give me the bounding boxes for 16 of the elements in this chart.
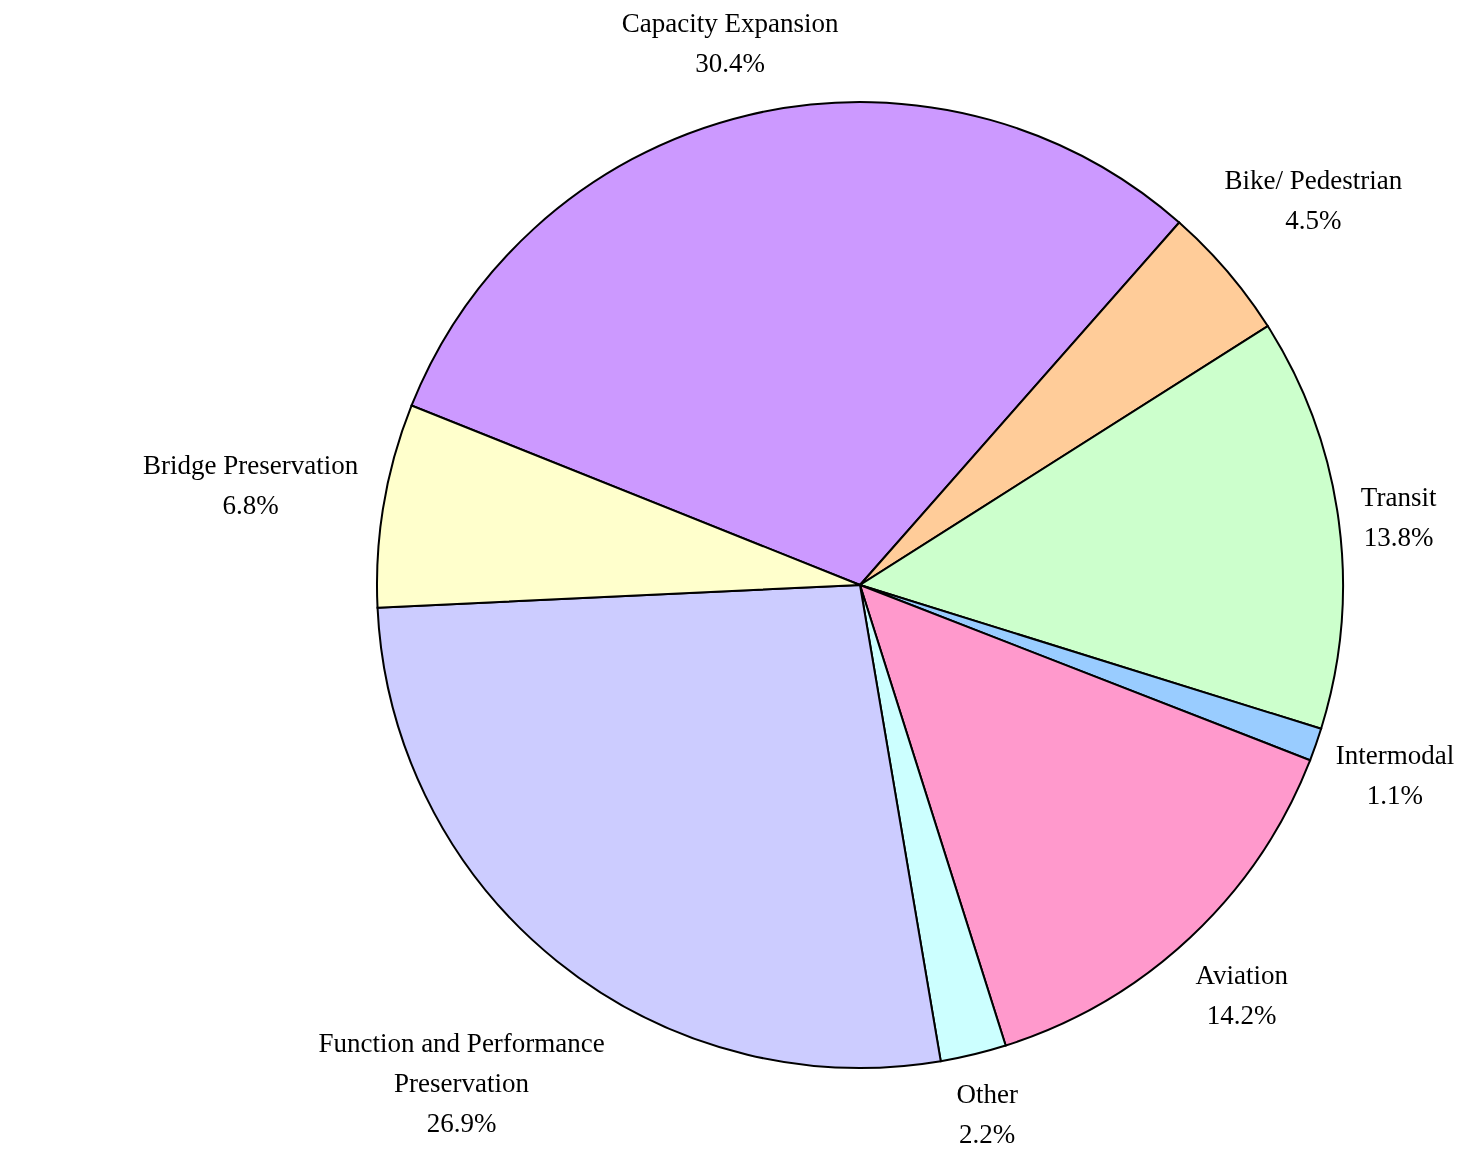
- slice-label: Capacity Expansion: [621, 8, 840, 39]
- slice-label: Transit: [1360, 481, 1437, 512]
- slice-label: Intermodal: [1335, 740, 1455, 771]
- data-label: 6.8%: [222, 490, 279, 521]
- data-label: 2.2%: [959, 1119, 1016, 1150]
- slice-label: Bike/ Pedestrian: [1224, 165, 1403, 196]
- slice-label: Aviation: [1195, 960, 1289, 991]
- data-label: 26.9%: [426, 1107, 497, 1138]
- data-label: 1.1%: [1366, 780, 1424, 811]
- slice-label: Other: [956, 1079, 1018, 1110]
- slice-label: Function and Performance Preservation: [318, 1027, 605, 1098]
- data-label: 4.5%: [1285, 205, 1342, 236]
- slice-label: Bridge Preservation: [142, 450, 359, 481]
- data-label: 14.2%: [1206, 1000, 1277, 1031]
- data-label: 13.8%: [1363, 521, 1434, 552]
- data-label: 30.4%: [695, 48, 766, 79]
